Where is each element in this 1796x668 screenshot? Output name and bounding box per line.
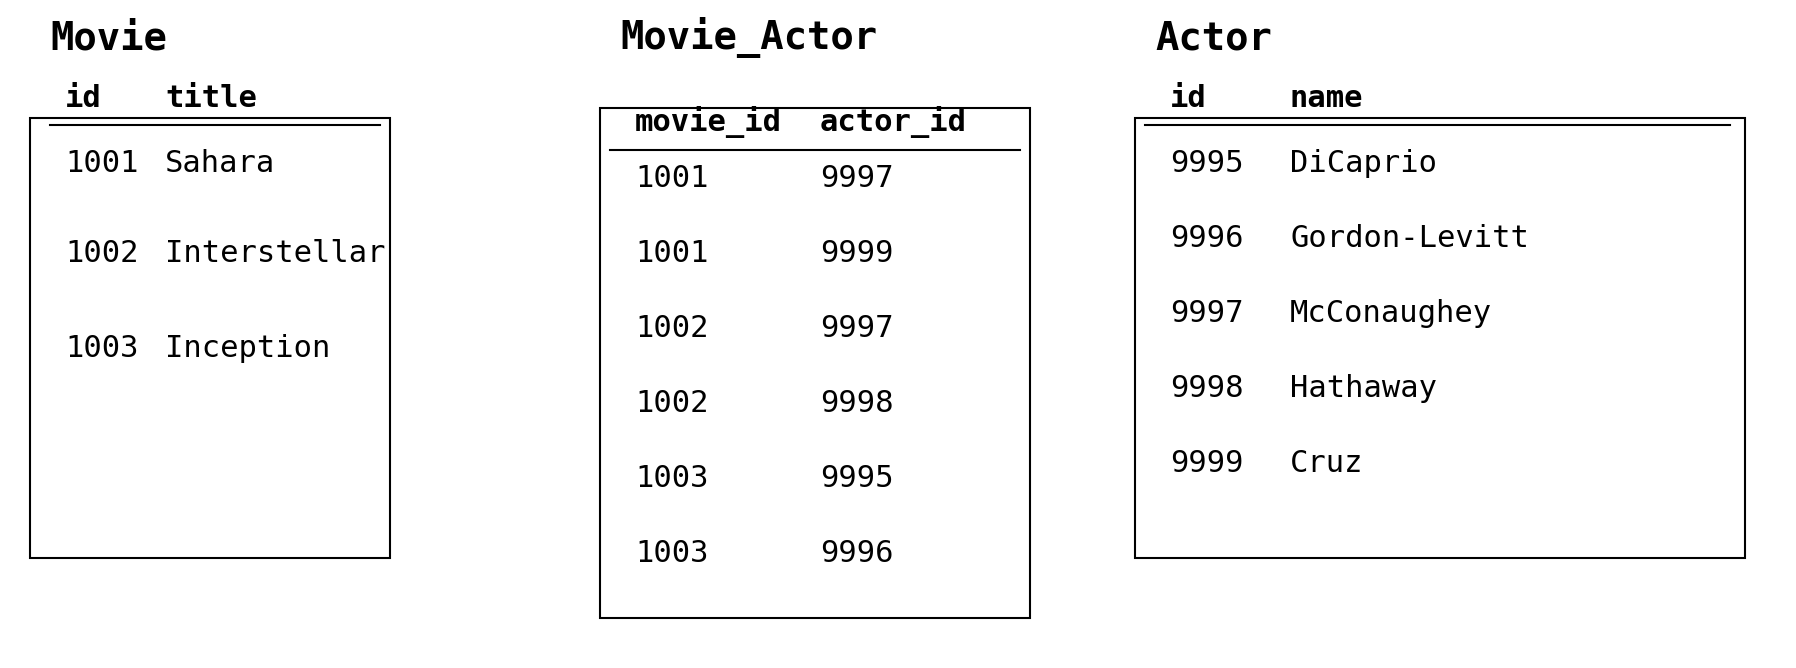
- Text: Inception: Inception: [165, 334, 330, 363]
- Text: 1003: 1003: [636, 539, 708, 568]
- Text: 9995: 9995: [821, 464, 893, 493]
- Text: name: name: [1290, 84, 1363, 113]
- Text: 1002: 1002: [636, 389, 708, 418]
- Text: id: id: [1169, 84, 1207, 113]
- Text: movie_id: movie_id: [636, 106, 781, 138]
- Text: DiCaprio: DiCaprio: [1290, 149, 1437, 178]
- Text: Sahara: Sahara: [165, 149, 275, 178]
- Bar: [1135, 118, 1746, 558]
- Text: 1001: 1001: [65, 149, 138, 178]
- Text: 1002: 1002: [636, 314, 708, 343]
- Text: 9999: 9999: [821, 239, 893, 268]
- Text: title: title: [165, 84, 257, 113]
- Bar: [600, 108, 1029, 618]
- Text: 9995: 9995: [1169, 149, 1243, 178]
- Text: 9998: 9998: [1169, 374, 1243, 403]
- Text: McConaughey: McConaughey: [1290, 299, 1492, 328]
- Text: 9997: 9997: [1169, 299, 1243, 328]
- Bar: [31, 118, 390, 558]
- Text: id: id: [65, 84, 102, 113]
- Text: 1003: 1003: [65, 334, 138, 363]
- Text: Movie: Movie: [50, 20, 167, 58]
- Text: 9996: 9996: [821, 539, 893, 568]
- Text: Movie_Actor: Movie_Actor: [620, 17, 876, 58]
- Text: 9998: 9998: [821, 389, 893, 418]
- Text: 1001: 1001: [636, 164, 708, 193]
- Text: Gordon-Levitt: Gordon-Levitt: [1290, 224, 1528, 253]
- Text: 1002: 1002: [65, 239, 138, 268]
- Text: 9999: 9999: [1169, 449, 1243, 478]
- Text: 1001: 1001: [636, 239, 708, 268]
- Text: Cruz: Cruz: [1290, 449, 1363, 478]
- Text: Actor: Actor: [1155, 20, 1272, 58]
- Text: 9997: 9997: [821, 314, 893, 343]
- Text: Interstellar: Interstellar: [165, 239, 386, 268]
- Text: actor_id: actor_id: [821, 106, 966, 138]
- Text: 1003: 1003: [636, 464, 708, 493]
- Text: 9997: 9997: [821, 164, 893, 193]
- Text: 9996: 9996: [1169, 224, 1243, 253]
- Text: Hathaway: Hathaway: [1290, 374, 1437, 403]
